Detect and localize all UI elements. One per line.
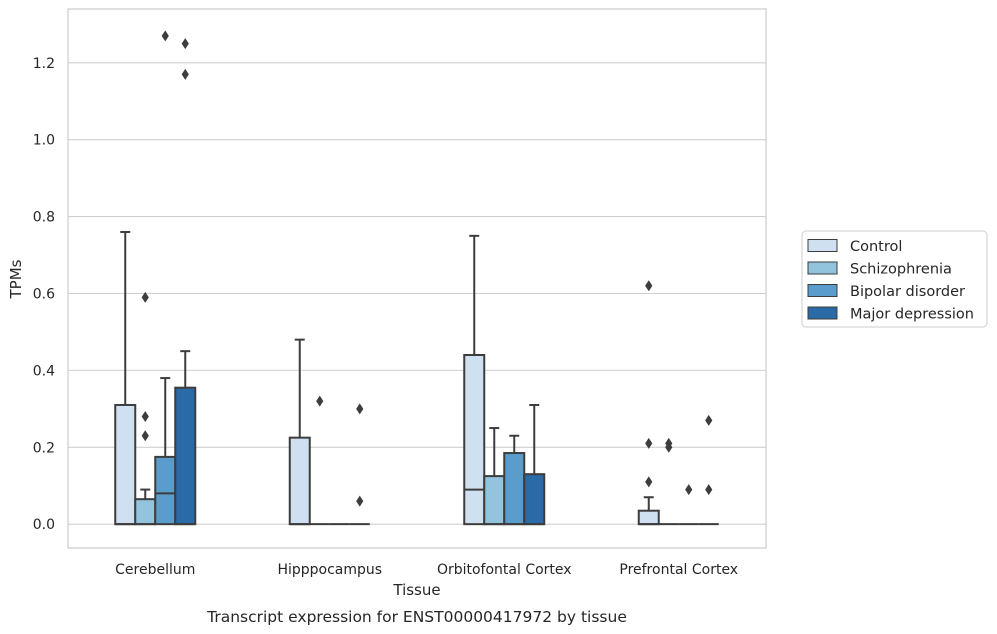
box	[463, 354, 486, 526]
outlier-point	[645, 437, 653, 449]
y-tick-label: 0.4	[33, 363, 55, 379]
box-schizophrenia	[658, 437, 679, 526]
y-tick-label: 1.0	[33, 133, 55, 149]
legend-swatch	[807, 284, 838, 297]
box	[134, 498, 157, 526]
outlier-point	[705, 414, 713, 426]
outlier-point	[685, 484, 693, 496]
y-tick-label: 0.2	[33, 440, 55, 456]
box	[523, 473, 546, 526]
plot-frame	[67, 8, 767, 549]
box	[154, 455, 177, 526]
box	[174, 386, 197, 526]
box-control	[288, 338, 311, 526]
legend-entry-label: Control	[850, 239, 902, 255]
outlier-point	[141, 411, 149, 423]
outlier-point	[645, 280, 653, 292]
chart-caption: Transcript expression for ENST0000041797…	[206, 608, 627, 626]
legend-swatch	[807, 239, 838, 252]
outlier-point	[181, 68, 189, 80]
y-axis-label: TPMs	[7, 259, 25, 299]
y-tick-label: 1.2	[33, 56, 55, 72]
x-tick-label: Hipppocampus	[277, 562, 382, 578]
y-tick-label: 0.0	[33, 517, 55, 533]
x-tick-label: Orbitofontal Cortex	[437, 562, 572, 578]
outlier-point	[141, 291, 149, 303]
legend-entry-label: Bipolar disorder	[850, 284, 965, 300]
outlier-point	[356, 403, 364, 415]
y-tick-label: 0.8	[33, 210, 55, 226]
x-tick-label: Prefrontal Cortex	[619, 562, 738, 578]
box-major-depression	[174, 38, 197, 526]
outlier-point	[141, 430, 149, 442]
box-major-depression	[523, 403, 546, 526]
box-major-depression	[349, 403, 370, 526]
box-schizophrenia	[309, 395, 330, 526]
box-schizophrenia	[134, 291, 157, 526]
legend-swatch	[807, 261, 838, 275]
box	[288, 436, 311, 526]
outlier-point	[665, 437, 673, 449]
box	[114, 403, 137, 526]
box-bipolar-disorder	[154, 30, 177, 526]
box-schizophrenia	[483, 427, 506, 526]
legend: Control Schizophrenia Bipolar disorder Majo…	[801, 230, 988, 328]
box-major-depression	[698, 414, 719, 526]
legend-swatch	[807, 306, 838, 320]
box-control	[463, 234, 486, 526]
outlier-point	[356, 495, 364, 507]
legend-entry-label: Schizophrenia	[850, 262, 952, 278]
plot-area	[114, 30, 719, 526]
y-axis-ticks: 0.0 0.2 0.4 0.6 0.8 1.0 1.2	[33, 56, 55, 533]
grid-lines	[68, 62, 766, 525]
box	[637, 509, 660, 526]
box-control	[637, 280, 660, 526]
box-control	[114, 230, 137, 526]
box-bipolar-disorder	[678, 484, 699, 526]
box-bipolar-disorder	[503, 434, 526, 526]
x-tick-label: Cerebellum	[115, 562, 195, 578]
x-axis-label: Tissue	[392, 581, 440, 599]
legend-entry-label: Major depression	[850, 307, 974, 323]
outlier-point	[181, 38, 189, 50]
outlier-point	[705, 484, 713, 496]
outlier-point	[645, 476, 653, 488]
y-tick-label: 0.6	[33, 286, 55, 302]
legend-frame	[801, 230, 988, 328]
box	[483, 475, 506, 526]
box	[503, 452, 526, 526]
outlier-point	[161, 30, 169, 42]
outlier-point	[316, 395, 324, 407]
x-axis-ticks: Cerebellum Hipppocampus Orbitofontal Corte…	[115, 562, 738, 578]
